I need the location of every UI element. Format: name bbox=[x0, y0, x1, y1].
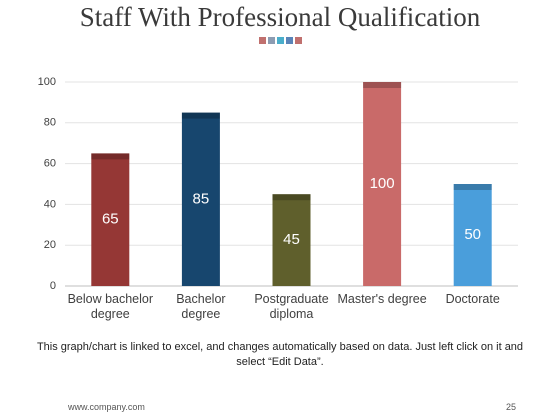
deco-square bbox=[259, 37, 266, 44]
note: This graph/chart is linked to excel, and… bbox=[36, 341, 524, 368]
bar bbox=[181, 112, 220, 286]
deco-square bbox=[286, 37, 293, 44]
y-tick-label: 100 bbox=[38, 76, 56, 88]
y-tick-label: 20 bbox=[44, 239, 56, 251]
y-tick-label: 40 bbox=[44, 198, 56, 210]
data-label: 50 bbox=[464, 226, 481, 243]
data-label: 45 bbox=[283, 231, 300, 248]
bar bbox=[363, 82, 402, 286]
page-number: 25 bbox=[506, 402, 517, 412]
chart-title: Staff With Professional Qualification bbox=[80, 2, 481, 32]
x-tick-label: Doctorate bbox=[445, 292, 500, 306]
data-label: 85 bbox=[193, 190, 210, 207]
bar-cap bbox=[453, 184, 492, 190]
x-tick-label: Below bachelor degree bbox=[67, 292, 154, 321]
x-tick-label: Master's degree bbox=[337, 292, 427, 306]
footer-website: www.company.com bbox=[68, 402, 145, 412]
bar-cap bbox=[181, 112, 220, 119]
data-label: 65 bbox=[102, 211, 119, 228]
bar bbox=[453, 184, 492, 286]
deco-square bbox=[277, 37, 284, 44]
bar-cap bbox=[272, 194, 311, 201]
y-tick-label: 60 bbox=[44, 158, 56, 170]
title-decoration bbox=[259, 37, 302, 44]
bar-cap bbox=[91, 153, 130, 160]
deco-square bbox=[295, 37, 302, 44]
data-label: 100 bbox=[370, 175, 395, 192]
bar-cap bbox=[363, 82, 402, 88]
x-tick-label: Postgraduate diploma bbox=[254, 292, 329, 321]
deco-square bbox=[268, 37, 275, 44]
bar bbox=[272, 194, 311, 286]
y-tick-label: 0 bbox=[50, 280, 56, 292]
x-tick-label: Bachelor degree bbox=[176, 292, 226, 321]
y-tick-label: 80 bbox=[44, 117, 56, 129]
bar bbox=[91, 153, 130, 286]
